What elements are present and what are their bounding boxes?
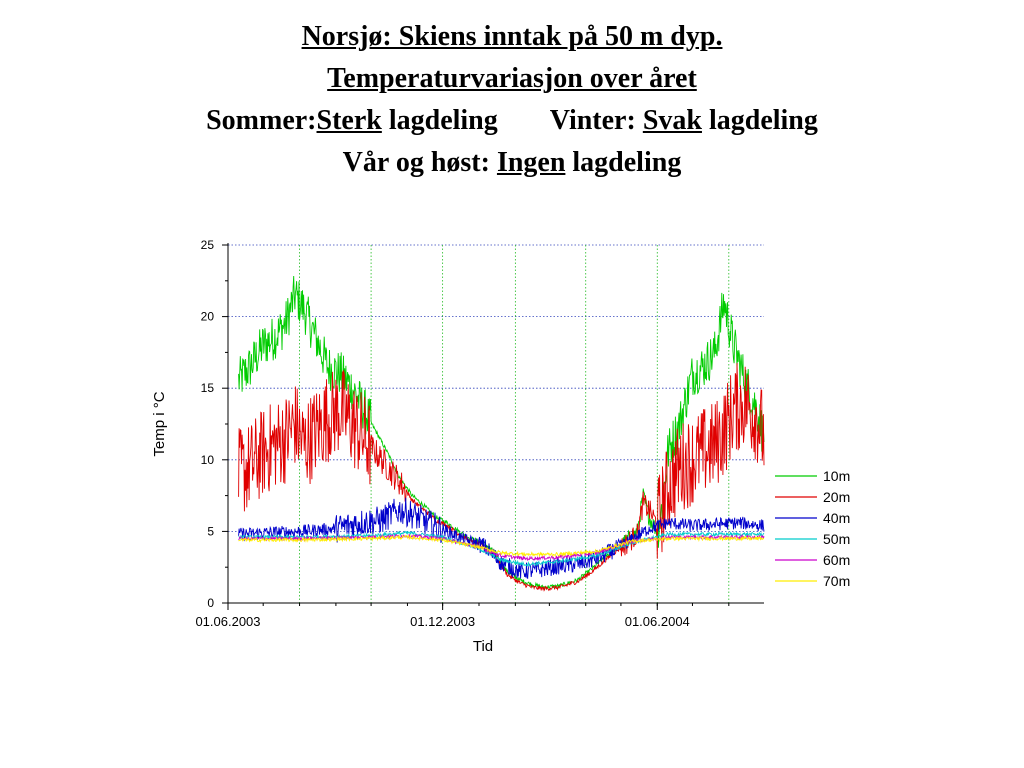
legend-label-10m: 10m	[823, 468, 850, 484]
legend-label-20m: 20m	[823, 489, 850, 505]
legend-label-40m: 40m	[823, 510, 850, 526]
spring-autumn-strength: Ingen	[496, 147, 566, 178]
winter-layering: lagdeling	[701, 105, 818, 136]
axes: 0 5 10 15 20 25 01.06.2003 01.12.2003 01.06.2004	[195, 238, 764, 629]
y-tick-label: 10	[201, 453, 215, 467]
series-line-10m	[238, 275, 765, 591]
title-sub: Temperaturvariasjon over året	[327, 63, 697, 94]
title-line-1: Norsjø: Skiens inntak på 50 m dyp.	[0, 16, 1024, 58]
spring-autumn-label: Vår og høst:	[342, 147, 497, 178]
legend-label-50m: 50m	[823, 531, 850, 547]
series-line-50m	[238, 530, 765, 568]
y-axis-label: Temp i °C	[151, 391, 168, 456]
series-lines	[238, 275, 765, 592]
x-tick-label: 01.06.2003	[195, 614, 260, 629]
y-tick-label: 20	[201, 310, 215, 324]
y-tick-label: 15	[201, 381, 215, 395]
title-line-3: Sommer:Sterk lagdeling Vinter: Svak lagde…	[0, 100, 1024, 142]
y-tick-label: 25	[201, 238, 215, 252]
x-axis-label: Tid	[473, 638, 493, 655]
summer-label: Sommer:	[206, 105, 317, 136]
series-line-40m	[238, 497, 765, 580]
series-line-70m	[238, 534, 765, 558]
legend-label-70m: 70m	[823, 573, 850, 589]
x-tick-label: 01.06.2004	[625, 614, 690, 629]
grid	[228, 244, 764, 603]
title-line-4: Vår og høst: Ingen lagdeling	[0, 142, 1024, 184]
spring-autumn-layering: lagdeling	[565, 147, 682, 178]
slide-title: Norsjø: Skiens inntak på 50 m dyp. Tempe…	[0, 16, 1024, 184]
y-tick-label: 5	[207, 524, 214, 538]
winter-strength: Svak	[642, 105, 702, 136]
summer-strength: Sterk	[316, 105, 382, 136]
legend-label-60m: 60m	[823, 552, 850, 568]
title-main: Norsjø: Skiens inntak på 50 m dyp.	[301, 21, 723, 52]
x-tick-label: 01.12.2003	[410, 614, 475, 629]
legend: 10m 20m 40m 50m 60m 70m	[775, 468, 850, 589]
temperature-chart: 0 5 10 15 20 25 01.06.2003 01.12.2003 01.06.2004…	[151, 238, 850, 655]
winter-label: Vinter:	[549, 105, 643, 136]
y-tick-label: 0	[207, 596, 214, 610]
title-line-2: Temperaturvariasjon over året	[0, 58, 1024, 100]
summer-layering: lagdeling	[381, 105, 498, 136]
